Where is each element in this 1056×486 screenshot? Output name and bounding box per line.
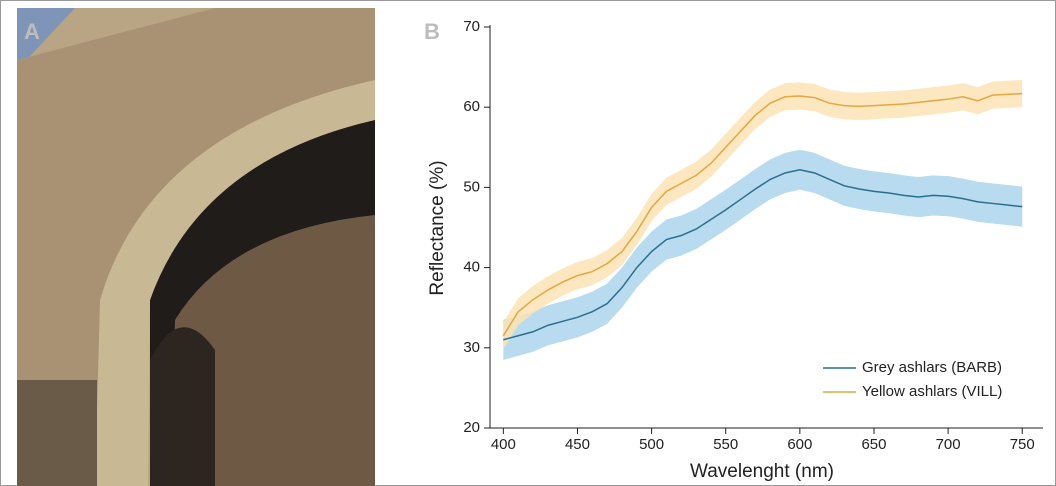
x-tick-label: 650 [861,436,886,453]
doorway [150,327,215,486]
y-tick-label: 50 [463,178,480,195]
confidence-band [503,149,1023,360]
x-tick-label: 450 [565,436,590,453]
photo: A [17,8,375,486]
x-tick-label: 600 [787,436,812,453]
series-line [503,168,1023,341]
lower-wall [17,380,97,486]
x-tick-label: 750 [1010,436,1035,453]
y-tick-label: 60 [463,98,480,115]
y-axis-label: Reflectance (%) [427,160,448,295]
y-tick-label: 30 [463,339,480,356]
sky [17,8,75,70]
panel-label: A [24,19,40,44]
legend-label: Grey ashlars (BARB) [862,359,1002,376]
series-line [502,92,1023,337]
y-tick-label: 40 [463,259,480,276]
confidence-band [503,79,1023,350]
legend-label: Yellow ashlars (VILL) [862,383,1002,400]
y-tick-label: 70 [463,18,480,35]
x-tick-label: 550 [713,436,738,453]
arch-voussoirs [95,80,375,486]
inner-wall [170,215,375,486]
x-tick-label: 500 [639,436,664,453]
x-tick-label: 400 [491,436,516,453]
x-axis-label: Wavelenght (nm) [690,461,834,482]
y-tick-label: 20 [463,419,480,436]
x-tick-label: 700 [936,436,961,453]
panel-label: B [424,19,440,44]
